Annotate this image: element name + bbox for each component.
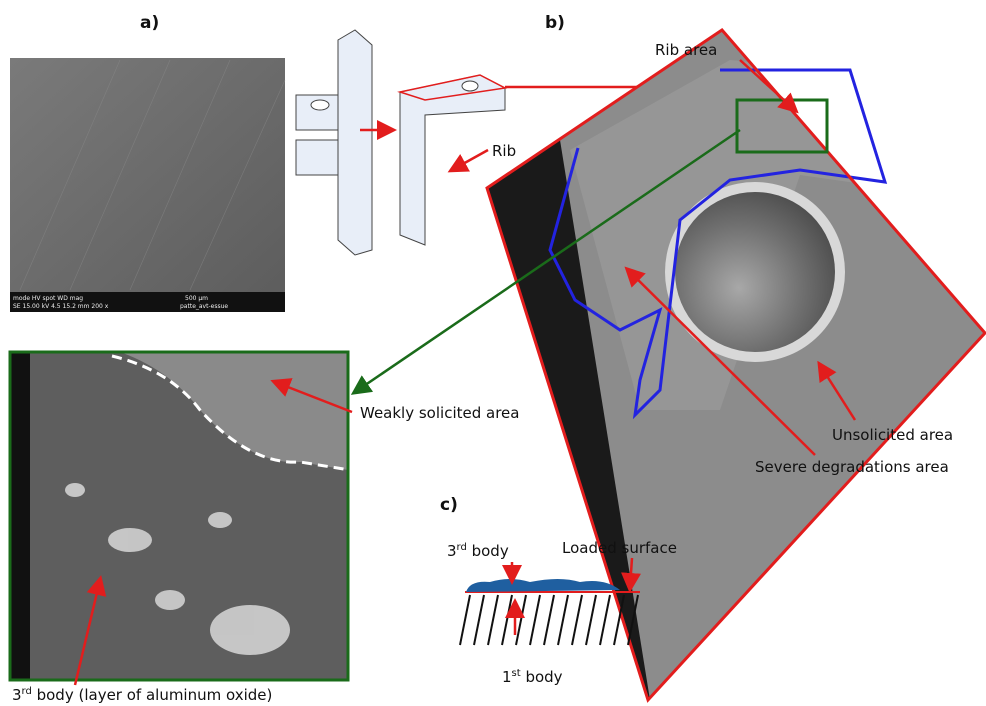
sem-info-bar xyxy=(10,292,285,312)
arrow xyxy=(73,575,107,686)
sem-info: SE 15.00 kV 4.5 15.2 mm 200 x xyxy=(13,303,109,310)
sem-scale: 500 µm xyxy=(185,295,208,302)
panel-label: b) xyxy=(545,13,565,33)
third-body-layer xyxy=(466,579,620,592)
boundary xyxy=(548,68,888,420)
boundary-dashed xyxy=(111,354,351,472)
sem-info-bar xyxy=(10,352,30,680)
hatching xyxy=(459,594,639,646)
frame-zoom xyxy=(8,350,350,682)
zoom-arrow xyxy=(350,128,741,395)
loaded-label: Loaded surface xyxy=(562,539,677,557)
hole xyxy=(461,80,479,92)
sem-image-a xyxy=(10,58,285,312)
schematic xyxy=(295,29,506,256)
panel-label: a) xyxy=(140,13,159,33)
rib-label: Rib xyxy=(492,142,516,160)
arrow xyxy=(817,360,857,421)
arrow xyxy=(447,148,489,173)
weak-region xyxy=(30,352,348,470)
arrow xyxy=(739,59,799,114)
third-body-label: 3rd body (layer of aluminum oxide) xyxy=(12,686,272,704)
frame-b xyxy=(485,28,986,703)
c-third-body: 3rd body xyxy=(447,542,509,560)
arrow xyxy=(621,557,641,593)
oxide-patches xyxy=(65,483,290,655)
sem-info: mode HV spot WD mag xyxy=(13,295,83,302)
arrow xyxy=(624,266,816,456)
scratches xyxy=(19,59,286,291)
sem-file: patte_avt-essue xyxy=(180,303,228,310)
severe-label: Severe degradations area xyxy=(755,458,949,476)
unsolicited-label: Unsolicited area xyxy=(832,426,953,444)
weakly-label: Weakly solicited area xyxy=(360,404,519,422)
panel-label: c) xyxy=(440,495,458,515)
sem-image-b xyxy=(487,30,985,700)
rib-area-label: Rib area xyxy=(655,41,717,59)
arrow xyxy=(270,378,353,414)
c-first-body: 1st body xyxy=(502,668,563,686)
